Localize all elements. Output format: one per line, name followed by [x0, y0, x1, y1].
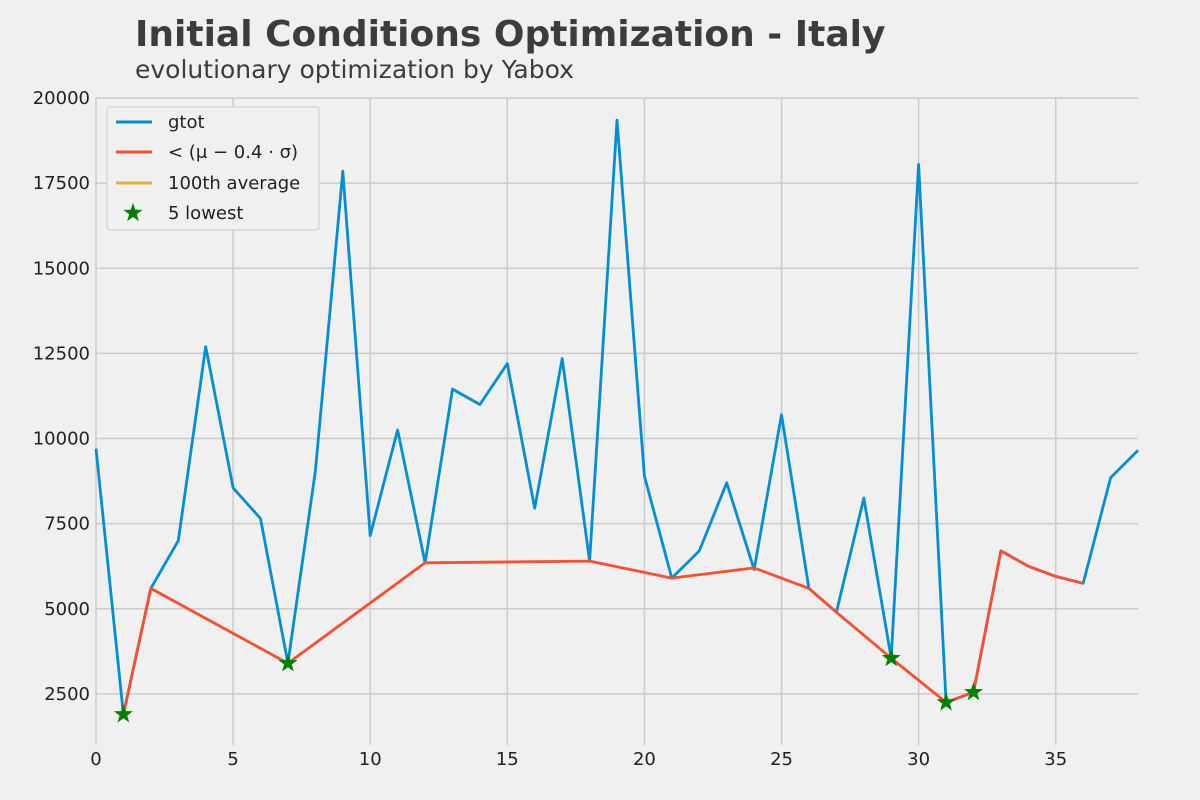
y-tick-label: 17500 [33, 173, 90, 194]
lowest-point-marker [881, 648, 901, 667]
lowest-point-marker [963, 682, 983, 701]
x-tick-label: 30 [907, 749, 930, 770]
lowest-point-marker [936, 692, 956, 711]
x-tick-label: 0 [90, 749, 101, 770]
y-tick-label: 2500 [44, 684, 90, 705]
legend-box [106, 106, 320, 231]
y-tick-label: 20000 [33, 88, 90, 109]
y-tick-label: 7500 [44, 514, 90, 535]
legend-swatch-lowest [123, 203, 143, 222]
legend-label-gtot: gtot [168, 112, 205, 133]
grid-layer [95, 97, 1138, 745]
series-layer [94, 118, 1139, 716]
x-tick-label: 5 [227, 749, 238, 770]
x-tick-label: 20 [633, 749, 656, 770]
legend-label-threshold: < (μ − 0.4 · σ) [168, 142, 298, 163]
series-line-1 [122, 549, 1084, 715]
chart-subtitle: evolutionary optimization by Yabox [135, 55, 574, 84]
legend: gtot < (μ − 0.4 · σ) 100th average 5 low… [106, 106, 320, 231]
x-tick-label: 35 [1044, 749, 1067, 770]
lowest-point-marker [278, 653, 298, 672]
x-tick-label: 10 [359, 749, 382, 770]
axis-labels: 0 5 10 15 20 25 30 35 2500 5000 7500 10000 12500 1500… [33, 88, 1067, 770]
chart-title: Initial Conditions Optimization - Italy [135, 14, 886, 55]
lowest-point-marker [113, 704, 133, 723]
legend-label-lowest: 5 lowest [168, 203, 243, 224]
marker-layer [113, 648, 983, 723]
y-tick-label: 12500 [33, 343, 90, 364]
legend-label-average: 100th average [168, 173, 300, 194]
x-tick-label: 15 [496, 749, 519, 770]
y-tick-label: 5000 [44, 599, 90, 620]
y-tick-label: 10000 [33, 429, 90, 450]
x-tick-label: 25 [770, 749, 793, 770]
y-tick-label: 15000 [33, 258, 90, 279]
